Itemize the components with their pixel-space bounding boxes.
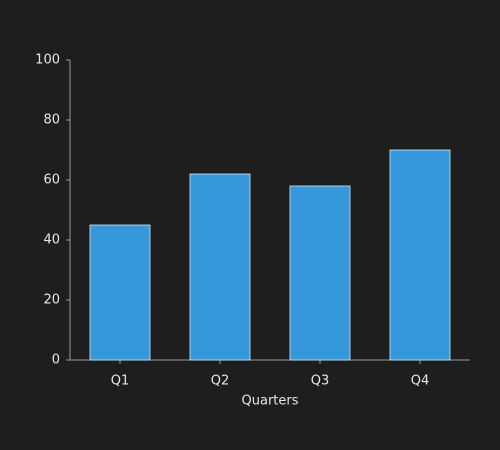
x-tick-label: Q4 (411, 374, 430, 389)
y-tick-label: 60 (43, 173, 60, 188)
y-tick-label: 80 (43, 113, 60, 128)
y-tick-label: 0 (52, 353, 60, 368)
bar (89, 224, 151, 361)
bar (189, 173, 251, 361)
x-tick-label: Q2 (211, 374, 230, 389)
x-axis-label: Quarters (242, 394, 299, 409)
x-tick-label: Q3 (311, 374, 330, 389)
y-tick-label: 40 (43, 233, 60, 248)
bar (389, 149, 451, 361)
x-tick-label: Q1 (111, 374, 130, 389)
y-tick-label: 100 (35, 53, 60, 68)
y-tick-label: 20 (43, 293, 60, 308)
bar (289, 185, 351, 361)
